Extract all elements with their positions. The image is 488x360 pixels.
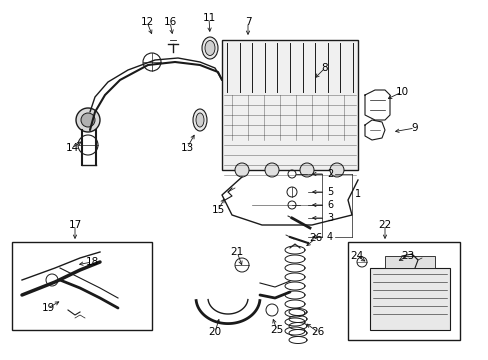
Text: 15: 15 <box>211 205 224 215</box>
Bar <box>384 256 434 268</box>
Text: 21: 21 <box>230 247 243 257</box>
Text: 7: 7 <box>244 17 251 27</box>
Text: 4: 4 <box>326 232 332 242</box>
Text: 8: 8 <box>321 63 327 73</box>
Text: 23: 23 <box>401 251 414 261</box>
Text: 13: 13 <box>180 143 193 153</box>
Text: 9: 9 <box>411 123 417 133</box>
Text: 16: 16 <box>163 17 176 27</box>
Text: 14: 14 <box>65 143 79 153</box>
Text: 5: 5 <box>326 187 332 197</box>
Text: 25: 25 <box>270 325 283 335</box>
Circle shape <box>235 163 248 177</box>
Circle shape <box>299 163 313 177</box>
Text: 26: 26 <box>311 327 324 337</box>
Circle shape <box>81 113 95 127</box>
Circle shape <box>329 163 343 177</box>
Ellipse shape <box>193 109 206 131</box>
Bar <box>12 242 152 330</box>
Text: 20: 20 <box>208 327 221 337</box>
Bar <box>347 242 459 340</box>
Ellipse shape <box>202 37 218 59</box>
Text: 26: 26 <box>309 233 322 243</box>
Text: 17: 17 <box>68 220 81 230</box>
Circle shape <box>264 163 279 177</box>
Text: 19: 19 <box>41 303 55 313</box>
Text: 24: 24 <box>350 251 363 261</box>
Text: 10: 10 <box>395 87 408 97</box>
Text: 11: 11 <box>202 13 215 23</box>
Circle shape <box>76 108 100 132</box>
Text: 3: 3 <box>326 213 332 223</box>
Text: 12: 12 <box>140 17 153 27</box>
Ellipse shape <box>196 113 203 127</box>
Text: 22: 22 <box>378 220 391 230</box>
Bar <box>369 268 449 330</box>
Ellipse shape <box>204 41 215 55</box>
Bar <box>222 40 357 170</box>
Text: 2: 2 <box>326 169 332 179</box>
Text: 1: 1 <box>354 189 360 199</box>
Text: 6: 6 <box>326 200 332 210</box>
Text: 18: 18 <box>85 257 99 267</box>
